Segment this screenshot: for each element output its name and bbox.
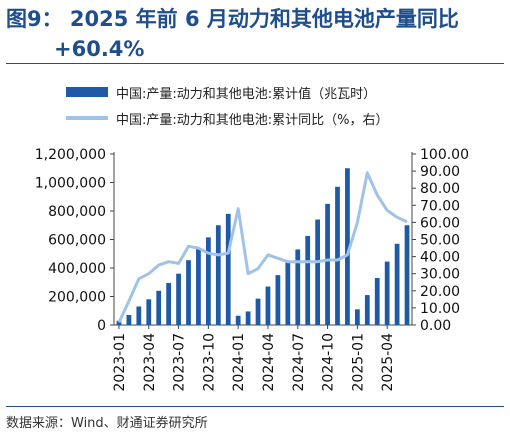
chart-title: 图9： 2025 年前 6 月动力和其他电池产量同比 +60.4% [6, 4, 504, 64]
x-tick-label: 2023-01 [112, 333, 128, 392]
legend-swatch-bar [66, 87, 108, 97]
y-right-tick-label: 70.00 [420, 198, 460, 214]
x-tick-label: 2024-04 [261, 333, 277, 392]
legend-label-bar: 中国:产量:动力和其他电池:累计值（兆瓦时） [116, 86, 377, 102]
bar [116, 320, 122, 325]
y-left-tick-label: 200,000 [48, 290, 106, 306]
y-right-tick-label: 90.00 [420, 164, 460, 180]
source-note: 数据来源：Wind、财通证券研究所 [6, 416, 208, 431]
bar [225, 213, 231, 325]
y-right-tick-label: 30.00 [420, 267, 460, 283]
x-tick-label: 2024-01 [231, 333, 247, 392]
bar [315, 219, 321, 325]
bar [265, 286, 271, 325]
chart-title-line2: +60.4% [54, 37, 145, 61]
x-tick-label: 2025-01 [350, 333, 366, 392]
y-left-tick-label: 400,000 [48, 261, 106, 277]
x-tick-label: 2024-10 [321, 333, 337, 392]
bar [146, 299, 152, 325]
y-left-tick-label: 0 [97, 318, 106, 334]
y-right-tick-label: 0.00 [420, 318, 451, 334]
bar [325, 203, 330, 325]
x-tick-label: 2025-04 [380, 333, 396, 392]
y-right-tick-label: 50.00 [420, 233, 460, 249]
legend-item-bar: 中国:产量:动力和其他电池:累计值（兆瓦时） [66, 79, 389, 105]
bar [374, 277, 380, 325]
y-left-tick-label: 600,000 [48, 233, 106, 249]
y-left-tick-label: 1,000,000 [35, 176, 106, 192]
bar [136, 306, 142, 325]
bar [275, 275, 281, 325]
bar [335, 186, 340, 325]
bar [245, 311, 251, 325]
y-right-tick-label: 10.00 [420, 301, 460, 317]
bar [186, 260, 191, 325]
x-tick-label: 2023-10 [201, 333, 217, 392]
y-right-tick-label: 80.00 [420, 181, 460, 197]
bar [394, 243, 400, 325]
bar [215, 225, 221, 325]
bar [285, 262, 291, 325]
bar [305, 235, 311, 325]
title-divider [6, 63, 504, 64]
bar [364, 295, 370, 325]
bar [176, 273, 181, 325]
x-tick-label: 2023-07 [172, 333, 188, 392]
x-tick-label: 2024-07 [291, 333, 307, 392]
bar [345, 168, 350, 325]
bar [404, 225, 410, 325]
bar [205, 237, 211, 325]
series-line-yoy [117, 171, 408, 324]
y-left-tick-label: 1,200,000 [35, 147, 106, 163]
x-tick-label: 2023-04 [142, 333, 158, 392]
source-divider [6, 406, 504, 407]
legend-swatch-line [66, 116, 108, 120]
bar [196, 248, 201, 325]
bar [255, 298, 261, 325]
y-right-tick-label: 20.00 [420, 284, 460, 300]
chart-title-line1: 图9： 2025 年前 6 月动力和其他电池产量同比 [6, 7, 459, 31]
bar [354, 309, 360, 325]
bar [156, 290, 162, 325]
bar [126, 315, 132, 325]
y-left-tick-label: 800,000 [48, 204, 106, 220]
bar [166, 282, 172, 325]
legend-label-line: 中国:产量:动力和其他电池:累计同比（%，右） [116, 112, 389, 128]
legend-item-line: 中国:产量:动力和其他电池:累计同比（%，右） [66, 105, 389, 131]
bar [235, 315, 241, 325]
legend: 中国:产量:动力和其他电池:累计值（兆瓦时） 中国:产量:动力和其他电池:累计同… [66, 79, 389, 131]
y-right-tick-label: 100.00 [420, 147, 469, 163]
bar [295, 249, 301, 325]
y-right-tick-label: 40.00 [420, 250, 460, 266]
y-right-tick-label: 60.00 [420, 215, 460, 231]
bar [384, 261, 390, 325]
